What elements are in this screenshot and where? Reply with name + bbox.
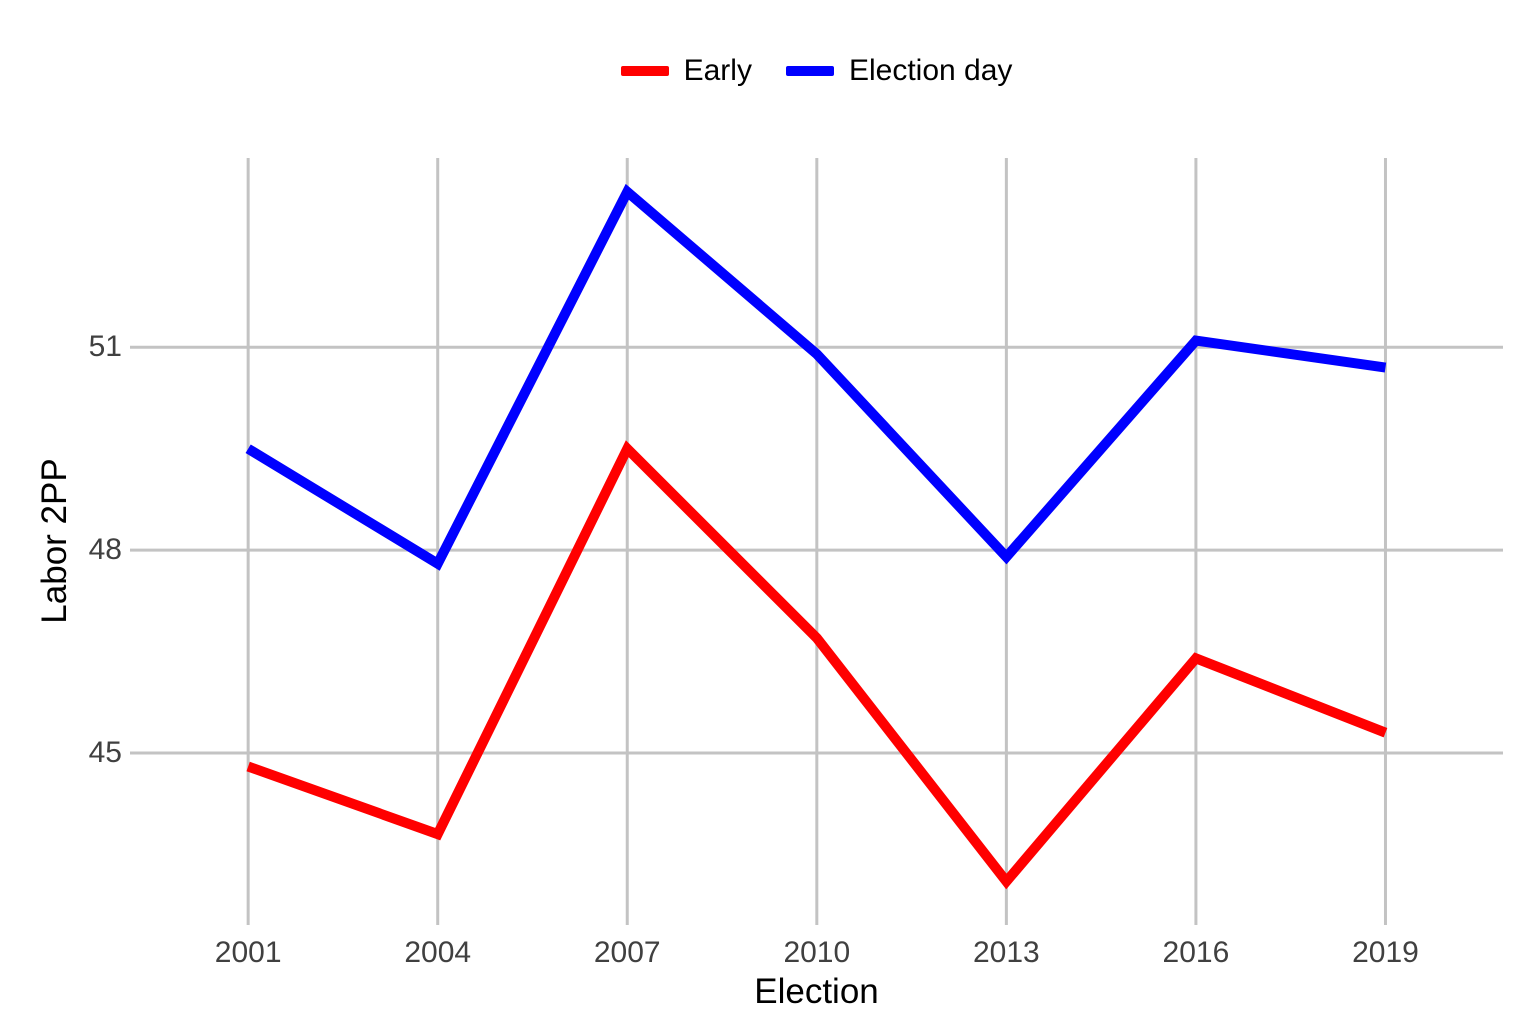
x-tick-label-2010: 2010	[783, 936, 851, 969]
series-line-election-day	[245, 183, 1387, 571]
x-tick-label-2007: 2007	[593, 936, 661, 969]
legend-line-swatch-election-day	[785, 66, 834, 76]
x-tick-label-2004: 2004	[404, 936, 472, 969]
legend-label-early: Early	[683, 54, 752, 87]
legend-item-election-day: Election day	[785, 54, 1013, 88]
x-tick-label-2013: 2013	[972, 936, 1040, 969]
y-tick-label-48: 48	[88, 533, 122, 567]
x-tick-label-2019: 2019	[1352, 936, 1419, 969]
x-tick-label-2016: 2016	[1162, 936, 1230, 969]
x-axis-title: Election	[754, 972, 879, 1011]
legend-item-early: Early	[620, 54, 752, 88]
legend-label-election-day: Election day	[848, 54, 1013, 87]
y-tick-label-51: 51	[88, 330, 122, 364]
x-tick-label-2001: 2001	[214, 936, 282, 969]
y-tick-label-45: 45	[88, 735, 122, 769]
legend-line-swatch-early	[620, 66, 669, 76]
y-axis-title: Labor 2PP	[35, 458, 74, 624]
series-line-early	[246, 440, 1388, 890]
legend: Early Election day	[130, 48, 1503, 94]
